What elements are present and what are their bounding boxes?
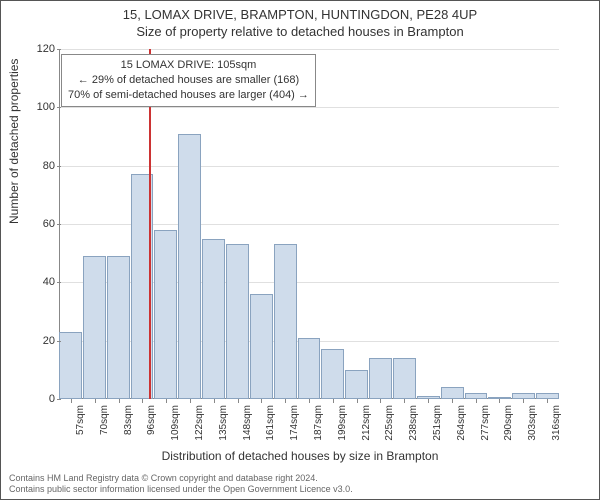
x-tick-mark <box>380 399 381 403</box>
x-tick-mark <box>71 399 72 403</box>
y-tick-mark <box>57 224 61 225</box>
x-tick-mark <box>357 399 358 403</box>
y-tick-mark <box>57 107 61 108</box>
y-tick-mark <box>57 49 61 50</box>
x-tick-label: 57sqm <box>75 405 86 435</box>
y-tick-label: 20 <box>31 335 55 347</box>
x-tick-mark <box>238 399 239 403</box>
x-axis-label: Distribution of detached houses by size … <box>1 449 599 463</box>
x-tick-label: 225sqm <box>384 405 395 441</box>
y-tick-mark <box>57 166 61 167</box>
attribution-line1: Contains HM Land Registry data © Crown c… <box>9 473 353 484</box>
histogram-bar <box>441 387 464 399</box>
histogram-bar <box>154 230 177 399</box>
x-tick-label: 277sqm <box>480 405 491 441</box>
chart-title-line2: Size of property relative to detached ho… <box>1 24 599 39</box>
x-tick-label: 290sqm <box>503 405 514 441</box>
histogram-bar <box>393 358 416 399</box>
x-tick-mark <box>452 399 453 403</box>
histogram-bar <box>83 256 106 399</box>
x-tick-mark <box>333 399 334 403</box>
x-tick-mark <box>166 399 167 403</box>
chart-container: 15, LOMAX DRIVE, BRAMPTON, HUNTINGDON, P… <box>0 0 600 500</box>
annotation-box: 15 LOMAX DRIVE: 105sqm ← 29% of detached… <box>61 54 316 107</box>
annotation-line1: 15 LOMAX DRIVE: 105sqm <box>68 58 309 73</box>
x-tick-mark <box>95 399 96 403</box>
x-tick-label: 161sqm <box>265 405 276 441</box>
x-tick-label: 109sqm <box>170 405 181 441</box>
histogram-bar <box>274 244 297 399</box>
x-tick-mark <box>309 399 310 403</box>
histogram-bar <box>250 294 273 399</box>
x-tick-mark <box>285 399 286 403</box>
histogram-bar <box>59 332 82 399</box>
x-tick-label: 96sqm <box>146 405 157 435</box>
x-tick-label: 174sqm <box>289 405 300 441</box>
x-tick-label: 264sqm <box>456 405 467 441</box>
attribution-text: Contains HM Land Registry data © Crown c… <box>9 473 353 495</box>
x-tick-label: 238sqm <box>408 405 419 441</box>
x-tick-mark <box>523 399 524 403</box>
y-tick-label: 80 <box>31 160 55 172</box>
x-tick-label: 135sqm <box>218 405 229 441</box>
y-tick-label: 120 <box>31 43 55 55</box>
histogram-bar <box>369 358 392 399</box>
annotation-line2: ← 29% of detached houses are smaller (16… <box>68 73 309 88</box>
x-axis-ticks: 57sqm 70sqm 83sqm 96sqm 109sqm 122sqm 135sqm 14… <box>59 399 559 449</box>
x-tick-mark <box>119 399 120 403</box>
histogram-bar <box>345 370 368 399</box>
x-tick-label: 122sqm <box>194 405 205 441</box>
x-tick-mark <box>261 399 262 403</box>
attribution-line2: Contains public sector information licen… <box>9 484 353 495</box>
x-tick-mark <box>428 399 429 403</box>
annotation-line3: 70% of semi-detached houses are larger (… <box>68 88 309 103</box>
x-tick-mark <box>404 399 405 403</box>
x-tick-label: 187sqm <box>313 405 324 441</box>
x-tick-label: 83sqm <box>123 405 134 435</box>
x-tick-label: 199sqm <box>337 405 348 441</box>
x-tick-mark <box>476 399 477 403</box>
x-tick-mark <box>214 399 215 403</box>
x-tick-label: 70sqm <box>99 405 110 435</box>
x-tick-label: 316sqm <box>551 405 562 441</box>
histogram-bar <box>298 338 321 399</box>
histogram-bar <box>202 239 225 399</box>
y-tick-label: 0 <box>31 393 55 405</box>
histogram-bar <box>107 256 130 399</box>
x-tick-label: 148sqm <box>242 405 253 441</box>
y-tick-label: 100 <box>31 101 55 113</box>
y-tick-label: 60 <box>31 218 55 230</box>
x-tick-label: 212sqm <box>361 405 372 441</box>
histogram-bar <box>321 349 344 399</box>
chart-title-line1: 15, LOMAX DRIVE, BRAMPTON, HUNTINGDON, P… <box>1 7 599 22</box>
x-tick-mark <box>547 399 548 403</box>
x-tick-mark <box>190 399 191 403</box>
x-tick-mark <box>499 399 500 403</box>
histogram-bar <box>226 244 249 399</box>
y-tick-mark <box>57 341 61 342</box>
x-tick-label: 303sqm <box>527 405 538 441</box>
x-tick-mark <box>142 399 143 403</box>
y-axis-ticks: 020406080100120 <box>33 49 57 399</box>
y-tick-label: 40 <box>31 276 55 288</box>
y-tick-mark <box>57 399 61 400</box>
y-tick-mark <box>57 282 61 283</box>
x-tick-label: 251sqm <box>432 405 443 441</box>
y-axis-label: Number of detached properties <box>7 59 21 224</box>
histogram-bar <box>178 134 201 399</box>
